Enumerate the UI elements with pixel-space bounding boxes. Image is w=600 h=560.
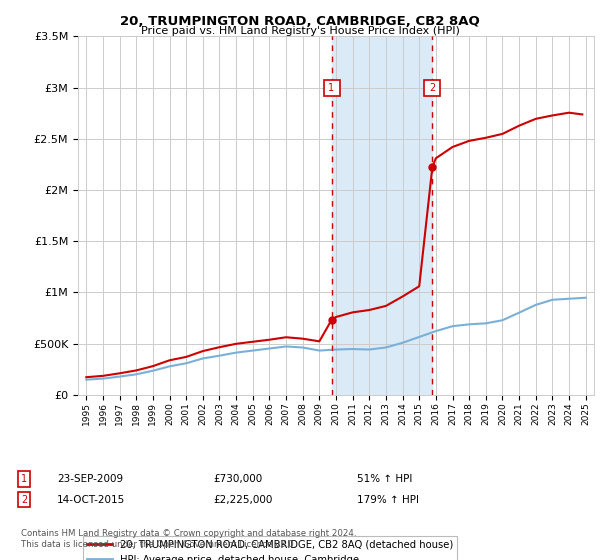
- Text: 23-SEP-2009: 23-SEP-2009: [57, 474, 123, 484]
- Text: 51% ↑ HPI: 51% ↑ HPI: [357, 474, 412, 484]
- Legend: 20, TRUMPINGTON ROAD, CAMBRIDGE, CB2 8AQ (detached house), HPI: Average price, d: 20, TRUMPINGTON ROAD, CAMBRIDGE, CB2 8AQ…: [83, 536, 457, 560]
- Text: 1: 1: [21, 474, 27, 484]
- Bar: [332, 36, 433, 395]
- Text: 2: 2: [21, 494, 27, 505]
- Text: £730,000: £730,000: [213, 474, 262, 484]
- Text: 2: 2: [429, 83, 436, 92]
- Text: Price paid vs. HM Land Registry's House Price Index (HPI): Price paid vs. HM Land Registry's House …: [140, 26, 460, 36]
- Text: 20, TRUMPINGTON ROAD, CAMBRIDGE, CB2 8AQ: 20, TRUMPINGTON ROAD, CAMBRIDGE, CB2 8AQ: [120, 15, 480, 27]
- Text: £2,225,000: £2,225,000: [213, 494, 272, 505]
- Text: 1: 1: [328, 83, 335, 92]
- Text: 179% ↑ HPI: 179% ↑ HPI: [357, 494, 419, 505]
- Text: 14-OCT-2015: 14-OCT-2015: [57, 494, 125, 505]
- Text: Contains HM Land Registry data © Crown copyright and database right 2024.
This d: Contains HM Land Registry data © Crown c…: [21, 529, 356, 549]
